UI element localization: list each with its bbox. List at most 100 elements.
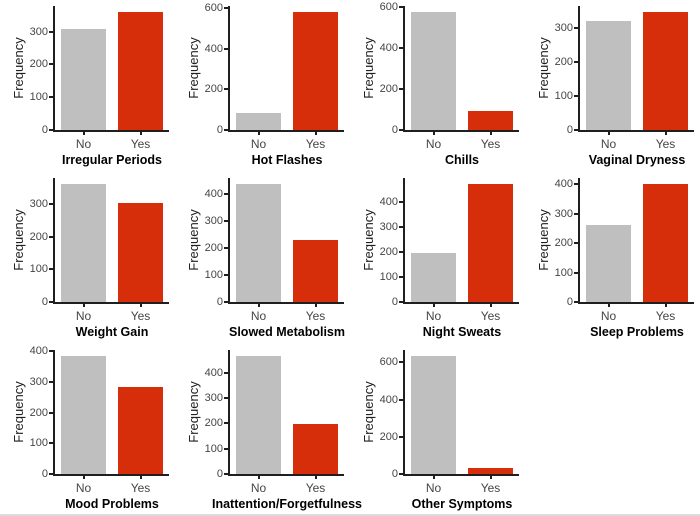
y-tick-mark — [399, 398, 405, 401]
y-tick-mark — [399, 301, 405, 303]
y-tick-mark — [224, 447, 230, 450]
y-tick-label: 0 — [216, 124, 223, 136]
y-tick-label: 300 — [379, 220, 398, 233]
y-tick-label: 300 — [29, 375, 48, 388]
x-tick-label-yes: Yes — [130, 137, 151, 151]
y-tick-mark — [49, 268, 55, 271]
x-tick-mark — [489, 302, 492, 307]
y-tick-label: 100 — [29, 91, 48, 104]
y-tick-mark — [574, 301, 580, 303]
y-tick-label: 300 — [554, 207, 573, 220]
y-tick-mark — [49, 96, 55, 99]
x-axis-title: Chills — [444, 153, 480, 167]
y-tick-mark — [49, 129, 55, 131]
y-tick-mark — [399, 225, 405, 228]
x-tick-label-no: No — [425, 481, 442, 495]
bar-no — [236, 112, 281, 130]
y-axis-label: Frequency — [186, 37, 201, 99]
subplot-chills: Frequency 0 200 400 600 No Yes Chills — [350, 0, 525, 172]
y-tick-mark — [224, 192, 230, 195]
y-tick-mark — [224, 47, 230, 50]
bar-yes — [643, 183, 688, 302]
x-tick-mark — [257, 474, 260, 479]
bar-yes — [293, 240, 338, 302]
y-axis-label: Frequency — [361, 37, 376, 99]
y-tick-mark — [224, 301, 230, 303]
y-tick-label: 600 — [204, 1, 223, 14]
x-tick-mark — [139, 474, 142, 479]
x-tick-label-no: No — [75, 309, 92, 323]
bar-yes — [293, 424, 338, 474]
y-tick-mark — [224, 129, 230, 131]
subplot-mood-problems: Frequency 0 100 200 300 400 No Yes Mood Problems — [0, 344, 175, 514]
bar-no — [61, 355, 106, 474]
y-tick-label: 100 — [204, 268, 223, 281]
y-tick-mark — [574, 271, 580, 274]
y-tick-label: 200 — [554, 55, 573, 68]
y-tick-label: 200 — [29, 58, 48, 71]
subplot-irregular-periods: Frequency 0 100 200 300 No Yes Irregular Period… — [0, 0, 175, 172]
y-tick-label: 200 — [29, 406, 48, 419]
bar-no — [586, 21, 631, 130]
y-tick-label: 0 — [216, 296, 223, 308]
x-axis-title: Weight Gain — [75, 325, 149, 339]
y-tick-label: 600 — [379, 0, 398, 13]
x-axis-title: Night Sweats — [422, 325, 502, 339]
x-tick-mark — [257, 130, 260, 135]
y-tick-mark — [49, 203, 55, 206]
y-tick-mark — [49, 442, 55, 445]
y-tick-mark — [574, 26, 580, 29]
y-tick-mark — [399, 473, 405, 475]
bar-yes — [293, 11, 338, 130]
bar-yes — [468, 468, 513, 474]
plot-panel — [228, 178, 344, 304]
x-tick-mark — [82, 130, 85, 135]
plot-panel — [403, 178, 519, 304]
bar-no — [411, 253, 456, 302]
x-tick-label-no: No — [250, 481, 267, 495]
x-tick-label-no: No — [250, 137, 267, 151]
x-tick-label-yes: Yes — [130, 481, 151, 495]
subplot-sleep-problems: Frequency 0 100 200 300 400 No Yes Sleep Problem… — [525, 172, 700, 344]
x-tick-mark — [314, 302, 317, 307]
bar-yes — [118, 11, 163, 130]
x-tick-label-no: No — [425, 137, 442, 151]
plot-panel — [228, 6, 344, 132]
y-tick-mark — [399, 46, 405, 49]
subplot-hot-flashes: Frequency 0 200 400 600 No Yes Hot Flashes — [175, 0, 350, 172]
y-tick-mark — [574, 60, 580, 63]
y-tick-label: 400 — [379, 393, 398, 406]
subplot-slowed-metabolism: Frequency 0 100 200 300 400 No Yes Slowed Metabo… — [175, 172, 350, 344]
x-tick-label-yes: Yes — [655, 137, 676, 151]
bar-no — [586, 224, 631, 302]
x-tick-label-no: No — [600, 137, 617, 151]
x-tick-mark — [664, 302, 667, 307]
x-tick-label-yes: Yes — [130, 309, 151, 323]
y-tick-label: 400 — [29, 345, 48, 358]
y-tick-mark — [399, 5, 405, 8]
plot-panel — [53, 6, 169, 132]
bar-no — [411, 12, 456, 130]
x-tick-mark — [607, 130, 610, 135]
y-tick-label: 400 — [554, 178, 573, 191]
y-tick-mark — [49, 411, 55, 414]
y-tick-label: 200 — [379, 82, 398, 95]
y-tick-mark — [224, 6, 230, 9]
y-tick-label: 400 — [204, 366, 223, 379]
bar-yes — [468, 110, 513, 130]
subplot-inattention-forgetfulness: Frequency 0 100 200 300 400 No Yes Inattention/F… — [175, 344, 362, 514]
x-axis-title: Irregular Periods — [61, 153, 163, 167]
x-tick-label-yes: Yes — [305, 481, 326, 495]
x-axis-title: Slowed Metabolism — [229, 325, 345, 339]
x-axis-title: Vaginal Dryness — [588, 153, 686, 167]
y-tick-label: 100 — [554, 266, 573, 279]
y-tick-label: 200 — [204, 83, 223, 96]
y-tick-mark — [399, 250, 405, 253]
x-axis-title: Inattention/Forgetfulness — [212, 497, 362, 511]
bar-no — [61, 29, 106, 130]
y-tick-label: 200 — [379, 430, 398, 443]
y-tick-mark — [224, 88, 230, 91]
x-axis-title: Other Symptoms — [411, 497, 513, 511]
y-tick-mark — [49, 63, 55, 66]
y-tick-mark — [574, 212, 580, 215]
